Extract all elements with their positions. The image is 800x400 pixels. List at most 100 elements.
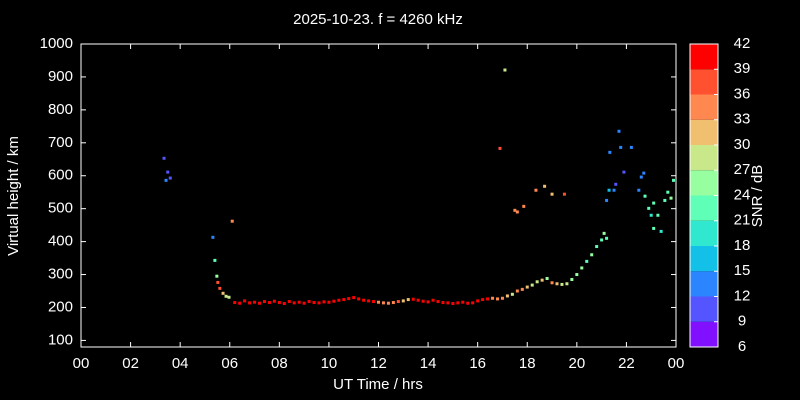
point [227,295,231,299]
point [401,299,405,303]
point [211,235,215,239]
point [426,300,430,304]
point [522,204,526,208]
colorbar-tick-label: 39 [734,60,751,77]
colorbar-bin [690,271,718,297]
point [622,170,626,174]
x-tick-label: 18 [519,355,536,372]
point [441,301,445,305]
point [253,300,257,304]
colorbar-tick-label: 9 [738,313,746,330]
x-tick-label: 10 [321,355,338,372]
point [471,301,475,305]
colorbar-tick-label: 36 [734,85,751,102]
point [505,294,509,298]
colorbar-bin [690,119,718,145]
point [436,300,440,304]
colorbar-bin [690,246,718,272]
point [243,299,247,303]
point [164,178,168,182]
point [560,282,564,286]
colorbar-bin [690,170,718,196]
point [287,300,291,304]
point [282,302,286,306]
point [491,296,495,300]
colorbar-tick-label: 27 [734,161,751,178]
point [530,283,534,287]
point [312,301,316,305]
point [570,277,574,281]
y-tick-label: 100 [48,331,73,348]
point [230,219,234,223]
x-tick-label: 20 [568,355,585,372]
y-tick-label: 400 [48,233,73,250]
point [215,274,219,278]
x-tick-label: 04 [172,355,189,372]
point [166,170,170,174]
point [649,213,653,217]
point [327,300,331,304]
colorbar-bin [690,296,718,322]
point [540,278,544,282]
point [451,302,455,306]
point [216,280,220,284]
point [168,176,172,180]
point [277,301,281,305]
point [515,289,519,293]
colorbar-bin [690,321,718,347]
point [322,300,326,304]
point [233,301,237,305]
x-axis-label: UT Time / hrs [333,376,423,393]
colorbar-tick-label: 42 [734,35,751,52]
point [302,301,306,305]
point [248,301,252,305]
point [456,301,460,305]
point [317,301,321,305]
y-tick-label: 600 [48,167,73,184]
x-tick-label: 12 [370,355,387,372]
x-tick-label: 08 [271,355,288,372]
point [643,194,647,198]
point [602,231,606,235]
x-tick-label: 22 [618,355,635,372]
y-tick-label: 500 [48,200,73,217]
colorbar-bin [690,69,718,95]
point [386,301,390,305]
point [238,301,242,305]
point [550,281,554,285]
point [617,129,621,133]
point [342,298,346,302]
point [396,300,400,304]
point [520,287,524,291]
point [600,238,604,242]
point [218,286,222,290]
point [642,171,646,175]
point [162,156,166,160]
point [510,292,514,296]
colorbar-tick-label: 12 [734,287,751,304]
y-tick-label: 900 [48,68,73,85]
point [476,299,480,303]
point [337,298,341,302]
point [562,192,566,196]
colorbar-bin [690,145,718,171]
point [608,150,612,154]
y-tick-label: 700 [48,134,73,151]
point [647,206,651,210]
y-tick-label: 800 [48,101,73,118]
y-axis-label: Virtual height / km [5,136,22,256]
point [534,188,538,192]
point [503,68,507,72]
point [614,182,618,186]
point [575,273,579,277]
colorbar-bin [690,44,718,70]
colorbar-tick-label: 21 [734,212,751,229]
point [367,299,371,303]
point [362,298,366,302]
y-tick-label: 1000 [40,35,73,52]
point [292,301,296,305]
point [605,236,609,240]
point [550,192,554,196]
